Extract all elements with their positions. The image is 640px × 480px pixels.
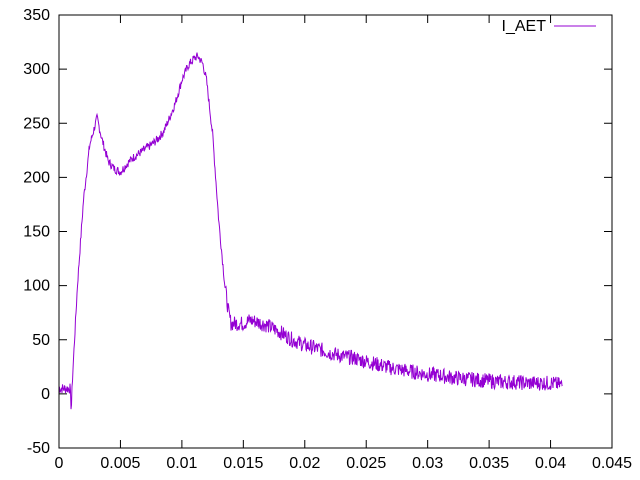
x-tick-label: 0.025: [346, 455, 386, 472]
x-tick-label: 0.02: [289, 455, 320, 472]
y-tick-label: 50: [32, 332, 50, 349]
axis-tick-labels: -50 0 50 100 150 200 250 300 350 0 0.005 0.01 0.015 0…: [23, 7, 632, 472]
y-tick-label: 200: [23, 169, 50, 186]
series-layer: [58, 52, 563, 410]
series-line-0: [58, 52, 563, 410]
x-tick-label: 0: [55, 455, 64, 472]
y-tick-label: -50: [27, 440, 50, 457]
x-tick-label: 0.045: [592, 455, 632, 472]
legend-label: I_AET: [502, 18, 547, 35]
x-tick-label: 0.035: [469, 455, 509, 472]
x-tick-label: 0.005: [100, 455, 140, 472]
y-tick-label: 100: [23, 278, 50, 295]
x-tick-label: 0.04: [535, 455, 566, 472]
y-tick-label: 250: [23, 115, 50, 132]
legend: I_AET: [502, 18, 596, 35]
y-tick-label: 350: [23, 7, 50, 24]
plot-frame: [58, 14, 613, 449]
y-tick-label: 0: [41, 386, 50, 403]
x-tick-label: 0.01: [166, 455, 197, 472]
y-tick-label: 150: [23, 224, 50, 241]
x-tick-label: 0.015: [223, 455, 263, 472]
y-tick-label: 300: [23, 61, 50, 78]
x-tick-label: 0.03: [412, 455, 443, 472]
